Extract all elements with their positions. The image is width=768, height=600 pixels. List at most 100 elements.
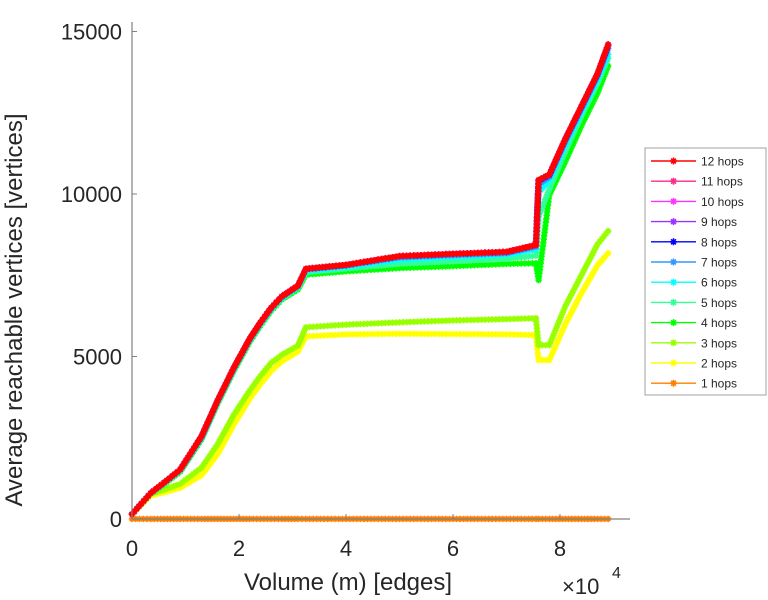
data-point-marker bbox=[553, 340, 560, 347]
data-point-marker bbox=[360, 330, 368, 338]
data-point-marker bbox=[275, 360, 283, 368]
data-point-marker bbox=[294, 342, 302, 349]
data-point-marker bbox=[198, 464, 205, 471]
data-point-marker bbox=[403, 318, 410, 326]
data-point-marker bbox=[389, 265, 396, 272]
data-point-marker bbox=[431, 263, 439, 270]
data-point-marker bbox=[227, 417, 234, 425]
data-point-marker bbox=[414, 330, 421, 338]
data-point-marker bbox=[294, 348, 302, 355]
data-point-marker bbox=[244, 338, 252, 345]
data-point-marker bbox=[578, 122, 585, 129]
data-point-marker bbox=[537, 256, 545, 263]
data-point-marker bbox=[424, 251, 432, 259]
data-point-marker bbox=[170, 486, 177, 493]
data-point-marker bbox=[253, 324, 261, 331]
data-point-marker bbox=[210, 406, 217, 414]
data-point-marker bbox=[396, 260, 403, 268]
data-point-marker bbox=[481, 316, 489, 323]
data-point-marker bbox=[496, 316, 503, 323]
data-point-marker bbox=[288, 346, 295, 353]
data-point-marker bbox=[586, 106, 593, 113]
data-point-marker bbox=[555, 164, 562, 171]
data-point-marker bbox=[407, 318, 414, 326]
data-point-marker bbox=[442, 263, 450, 270]
data-point-marker bbox=[591, 247, 598, 254]
data-point-marker bbox=[407, 264, 414, 271]
data-point-marker bbox=[592, 244, 600, 251]
data-point-marker bbox=[474, 261, 482, 269]
data-point-marker bbox=[509, 247, 517, 254]
data-point-marker bbox=[460, 257, 467, 264]
data-point-marker bbox=[534, 193, 542, 201]
legend-label: 9 hops bbox=[701, 215, 737, 229]
data-point-marker bbox=[540, 236, 547, 243]
data-point-marker bbox=[546, 356, 553, 364]
legend-item: 12 hops bbox=[651, 155, 744, 169]
data-point-marker bbox=[556, 161, 564, 168]
legend-marker-icon bbox=[670, 197, 677, 205]
data-point-marker bbox=[288, 352, 295, 359]
data-point-marker bbox=[414, 259, 421, 267]
data-point-marker bbox=[543, 179, 551, 186]
data-point-marker bbox=[171, 470, 178, 478]
data-point-marker bbox=[587, 103, 595, 110]
legend-item: 10 hops bbox=[651, 195, 744, 209]
data-point-marker bbox=[424, 318, 432, 325]
data-point-marker bbox=[239, 407, 246, 414]
data-point-marker bbox=[565, 314, 572, 322]
data-point-marker bbox=[421, 318, 428, 325]
data-point-marker bbox=[428, 318, 435, 325]
data-point-marker bbox=[542, 341, 549, 349]
data-point-marker bbox=[503, 331, 510, 338]
data-point-marker bbox=[142, 495, 150, 502]
data-point-marker bbox=[573, 299, 580, 306]
data-point-marker bbox=[417, 264, 425, 271]
data-point-marker bbox=[182, 457, 190, 464]
data-point-marker bbox=[496, 248, 503, 256]
data-point-marker bbox=[442, 330, 450, 338]
y-axis-title: Average reachable vertices [vertices] bbox=[1, 113, 28, 506]
data-point-marker bbox=[503, 315, 510, 323]
data-point-marker bbox=[602, 252, 610, 259]
data-point-marker bbox=[306, 332, 313, 340]
data-point-marker bbox=[281, 349, 289, 357]
data-point-marker bbox=[547, 338, 554, 346]
series-4-hops bbox=[128, 62, 612, 518]
data-point-marker bbox=[578, 103, 585, 110]
data-point-marker bbox=[542, 219, 550, 226]
legend: 12 hops 11 hops 10 hops 9 hops 8 hops 7 hops 6… bbox=[644, 147, 767, 396]
data-point-marker bbox=[371, 330, 378, 338]
data-point-marker bbox=[407, 260, 414, 267]
data-point-marker bbox=[499, 248, 507, 256]
data-point-marker bbox=[204, 419, 211, 427]
data-point-marker bbox=[421, 251, 428, 259]
data-point-marker bbox=[160, 479, 168, 486]
legend-marker-icon bbox=[670, 359, 677, 367]
x-tick-label: 2 bbox=[233, 536, 245, 561]
data-point-marker bbox=[204, 464, 211, 471]
data-point-marker bbox=[587, 274, 594, 281]
data-point-marker bbox=[238, 350, 245, 357]
data-point-marker bbox=[248, 392, 256, 400]
data-point-marker bbox=[208, 458, 215, 466]
data-point-marker bbox=[212, 443, 219, 451]
data-point-marker bbox=[554, 173, 562, 180]
data-point-marker bbox=[331, 322, 339, 329]
data-point-marker bbox=[547, 168, 554, 175]
data-point-marker bbox=[566, 311, 574, 318]
data-point-marker bbox=[446, 258, 453, 265]
data-point-marker bbox=[581, 265, 588, 273]
data-point-marker bbox=[270, 357, 277, 365]
data-point-marker bbox=[255, 321, 262, 329]
data-point-marker bbox=[309, 264, 316, 272]
data-point-marker bbox=[525, 253, 532, 260]
x-axis-title: Volume (m) [edges] bbox=[244, 569, 452, 596]
data-point-marker bbox=[382, 265, 389, 273]
data-point-marker bbox=[499, 316, 507, 323]
data-point-marker bbox=[478, 316, 485, 323]
data-point-marker bbox=[349, 331, 357, 338]
data-point-marker bbox=[456, 330, 464, 338]
data-point-marker bbox=[496, 260, 503, 268]
data-point-marker bbox=[184, 474, 192, 482]
